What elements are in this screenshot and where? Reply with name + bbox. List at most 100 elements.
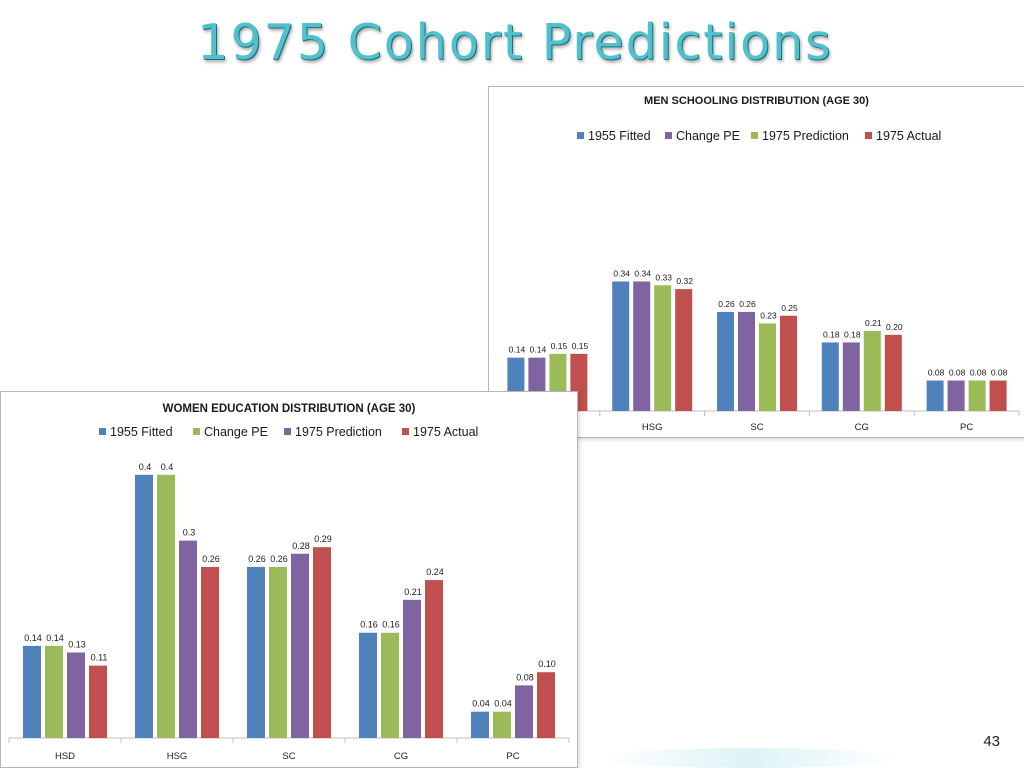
legend-label-4: 1975 Actual <box>413 425 478 439</box>
bar-cg-series-4 <box>884 334 902 411</box>
category-label: HSD <box>55 751 75 762</box>
legend-label-1: 1955 Fitted <box>588 129 651 143</box>
bar-hsg-series-2 <box>633 281 651 411</box>
legend-swatch-2 <box>665 132 672 139</box>
bar-cg-series-4 <box>425 580 443 738</box>
bar-sc-series-4 <box>313 547 331 738</box>
bar-hsg-series-1 <box>612 281 630 411</box>
data-label: 0.34 <box>613 268 630 278</box>
data-label: 0.18 <box>844 329 861 339</box>
data-label: 0.16 <box>360 620 378 630</box>
women-chart: WOMEN EDUCATION DISTRIBUTION (AGE 30) 195… <box>8 403 570 762</box>
bar-cg-series-1 <box>359 632 377 738</box>
bar-hsg-series-2 <box>157 474 175 738</box>
bar-sc-series-3 <box>759 323 776 411</box>
data-label: 0.23 <box>760 310 777 320</box>
category-label: SC <box>750 422 763 433</box>
bar-sc-series-1 <box>247 566 265 738</box>
data-label: 0.04 <box>472 699 490 709</box>
legend-swatch-4 <box>865 132 872 139</box>
bar-pc-series-1 <box>471 711 489 738</box>
men-chart: MEN SCHOOLING DISTRIBUTION (AGE 30) 1955 … <box>494 95 1020 433</box>
bar-sc-series-4 <box>780 315 797 411</box>
bar-pc-series-1 <box>926 380 944 411</box>
bar-pc-series-2 <box>947 380 965 411</box>
data-label: 0.21 <box>404 587 422 597</box>
category-label: CG <box>855 422 869 433</box>
data-label: 0.4 <box>139 462 152 472</box>
legend-swatch-1 <box>99 428 106 435</box>
bar-hsg-series-4 <box>201 566 219 738</box>
bar-cg-series-3 <box>403 599 421 738</box>
data-label: 0.15 <box>572 341 589 351</box>
bar-pc-series-3 <box>515 685 533 738</box>
bar-hsd-series-2 <box>45 645 63 738</box>
data-label: 0.14 <box>24 633 42 643</box>
data-label: 0.4 <box>161 462 174 472</box>
bar-hsg-series-3 <box>179 540 197 738</box>
bar-hsg-series-4 <box>675 289 693 411</box>
category-label: HSG <box>167 751 188 762</box>
data-label: 0.32 <box>676 276 693 286</box>
data-label: 0.08 <box>516 672 534 682</box>
data-label: 0.28 <box>292 541 310 551</box>
data-label: 0.08 <box>991 368 1008 378</box>
data-label: 0.11 <box>91 653 108 663</box>
data-label: 0.21 <box>865 318 882 328</box>
legend-label-3: 1975 Prediction <box>762 129 849 143</box>
data-label: 0.08 <box>949 368 966 378</box>
data-label: 0.13 <box>68 639 86 649</box>
data-label: 0.33 <box>655 272 672 282</box>
chart-title: WOMEN EDUCATION DISTRIBUTION (AGE 30) <box>163 403 416 415</box>
legend-swatch-2 <box>193 428 200 435</box>
data-label: 0.24 <box>426 567 444 577</box>
data-label: 0.10 <box>538 659 556 669</box>
decorative-swoosh <box>600 748 900 768</box>
men-chart-panel: MEN SCHOOLING DISTRIBUTION (AGE 30) 1955 … <box>488 86 1024 438</box>
category-label: CG <box>394 751 408 762</box>
data-label: 0.20 <box>886 322 903 332</box>
bar-hsd-series-1 <box>23 645 41 738</box>
slide-title: 1975 Cohort Predictions <box>197 14 833 71</box>
data-label: 0.26 <box>248 554 266 564</box>
legend-label-1: 1955 Fitted <box>110 425 173 439</box>
legend-swatch-1 <box>577 132 584 139</box>
data-label: 0.04 <box>494 699 512 709</box>
bar-cg-series-2 <box>842 342 860 411</box>
legend-swatch-3 <box>751 132 758 139</box>
women-chart-panel: WOMEN EDUCATION DISTRIBUTION (AGE 30) 195… <box>0 391 578 768</box>
category-label: HSG <box>642 422 663 433</box>
bar-hsd-series-4 <box>89 665 107 738</box>
bar-sc-series-2 <box>269 566 287 738</box>
data-label: 0.14 <box>530 345 547 355</box>
bar-cg-series-2 <box>381 632 399 738</box>
data-label: 0.08 <box>928 368 945 378</box>
bar-hsg-series-1 <box>135 474 153 738</box>
category-label: PC <box>960 422 973 433</box>
category-label: SC <box>282 751 295 762</box>
data-label: 0.26 <box>718 299 735 309</box>
chart-title: MEN SCHOOLING DISTRIBUTION (AGE 30) <box>644 95 869 107</box>
bar-pc-series-3 <box>968 380 986 411</box>
data-label: 0.15 <box>551 341 568 351</box>
legend-label-4: 1975 Actual <box>876 129 941 143</box>
legend-swatch-3 <box>284 428 291 435</box>
data-label: 0.08 <box>970 368 987 378</box>
data-label: 0.3 <box>183 528 196 538</box>
bar-pc-series-2 <box>493 711 511 738</box>
data-label: 0.26 <box>739 299 756 309</box>
bar-sc-series-1 <box>717 311 734 411</box>
bar-pc-series-4 <box>989 380 1007 411</box>
data-label: 0.26 <box>270 554 288 564</box>
bar-hsd-series-3 <box>67 652 85 738</box>
data-label: 0.16 <box>382 620 400 630</box>
legend-label-2: Change PE <box>204 425 268 439</box>
data-label: 0.34 <box>634 268 651 278</box>
legend-label-2: Change PE <box>676 129 740 143</box>
legend-label-3: 1975 Prediction <box>295 425 382 439</box>
bar-sc-series-3 <box>291 553 309 738</box>
legend-swatch-4 <box>402 428 409 435</box>
bar-sc-series-2 <box>738 311 755 411</box>
data-label: 0.14 <box>46 633 64 643</box>
data-label: 0.25 <box>781 303 798 313</box>
